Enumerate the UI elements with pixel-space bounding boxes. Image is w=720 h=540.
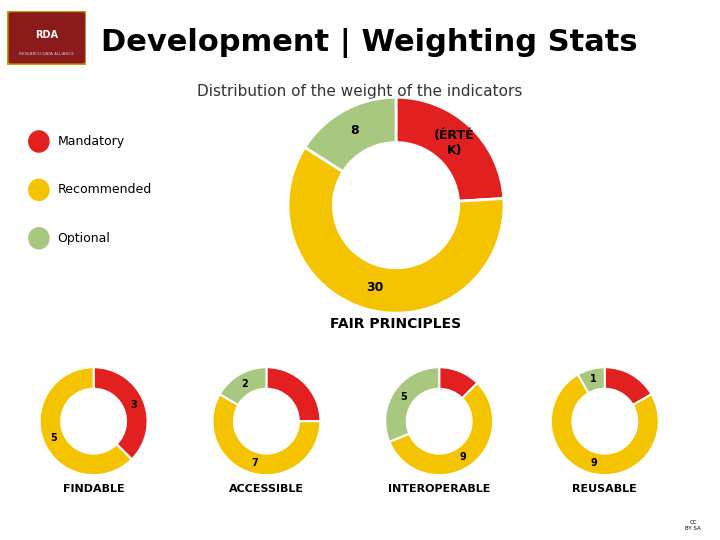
Text: (ÉRTÉ
K): (ÉRTÉ K) — [434, 129, 474, 157]
Wedge shape — [390, 383, 493, 475]
Wedge shape — [266, 367, 320, 421]
Wedge shape — [385, 367, 439, 442]
Text: 8: 8 — [351, 124, 359, 137]
Wedge shape — [577, 367, 605, 393]
Wedge shape — [396, 97, 504, 201]
Text: ACCESSIBLE: ACCESSIBLE — [229, 484, 304, 494]
Text: www.rd-alliance.org -  @resdatall: www.rd-alliance.org - @resdatall — [268, 520, 452, 530]
Text: Recommended: Recommended — [58, 184, 152, 197]
Wedge shape — [605, 367, 652, 405]
Wedge shape — [551, 374, 659, 475]
Text: FINDABLE: FINDABLE — [63, 484, 125, 494]
Text: 9: 9 — [590, 458, 597, 468]
Wedge shape — [94, 367, 148, 460]
Text: 9: 9 — [460, 452, 467, 462]
Text: 2: 2 — [241, 379, 248, 389]
Wedge shape — [40, 367, 132, 475]
Wedge shape — [305, 97, 396, 172]
Wedge shape — [220, 367, 266, 405]
Wedge shape — [288, 147, 504, 313]
Text: 7: 7 — [252, 458, 258, 468]
Wedge shape — [212, 394, 320, 475]
Text: 5: 5 — [50, 433, 57, 443]
Text: RDA: RDA — [35, 30, 58, 40]
Text: RESEARCH DATA ALLIANCE: RESEARCH DATA ALLIANCE — [19, 52, 74, 56]
Wedge shape — [439, 367, 477, 399]
Text: 2020-02-26: 2020-02-26 — [14, 520, 79, 530]
Text: Optional: Optional — [58, 232, 110, 245]
Text: REUSABLE: REUSABLE — [572, 484, 637, 494]
Text: 30: 30 — [366, 281, 384, 294]
Text: FAIR PRINCIPLES: FAIR PRINCIPLES — [330, 317, 462, 331]
Text: 1: 1 — [590, 374, 597, 384]
Circle shape — [29, 179, 49, 200]
Text: Distribution of the weight of the indicators: Distribution of the weight of the indica… — [197, 84, 523, 99]
FancyBboxPatch shape — [7, 11, 86, 65]
Text: Mandatory: Mandatory — [58, 135, 125, 148]
Text: 5: 5 — [400, 392, 407, 402]
Text: INTEROPERABLE: INTEROPERABLE — [388, 484, 490, 494]
Text: Development | Weighting Stats: Development | Weighting Stats — [101, 28, 637, 58]
Text: 3: 3 — [130, 400, 137, 410]
Circle shape — [29, 131, 49, 152]
Text: CC
BY SA: CC BY SA — [685, 519, 701, 530]
Text: 18: 18 — [652, 518, 670, 532]
Circle shape — [29, 228, 49, 249]
